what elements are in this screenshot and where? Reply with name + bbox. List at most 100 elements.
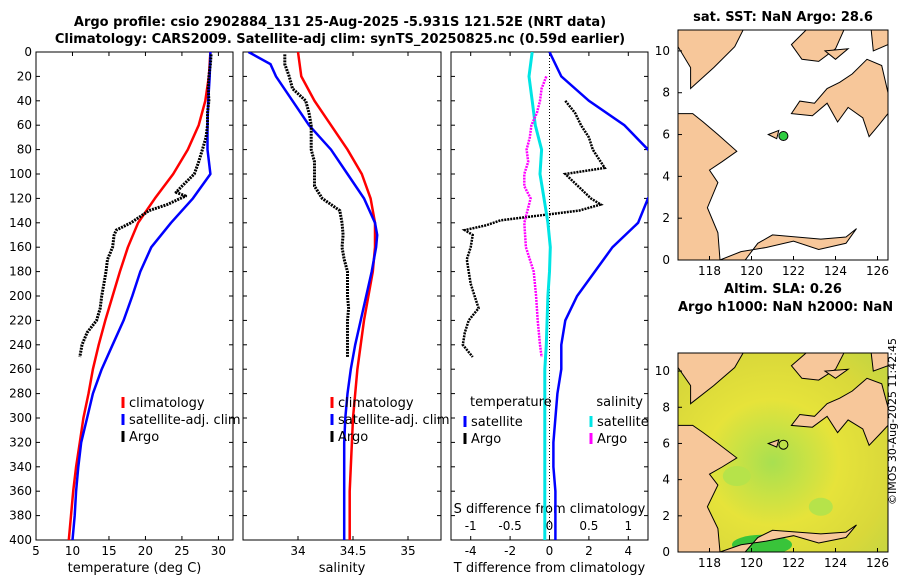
sst-xtick-label: 124 (824, 264, 847, 278)
diff-top-tick-label: -0.5 (498, 519, 521, 533)
sst-argo-marker (778, 131, 789, 142)
sal-series-group (247, 52, 379, 540)
diff-legend-right-title: salinity (596, 395, 643, 410)
temp-ytick-label: 40 (17, 94, 32, 108)
alt-sla-patch (722, 466, 751, 487)
diff-series-t-satellite (548, 52, 648, 540)
sst-land-palawan (678, 30, 744, 90)
alt-ytick-label: 0 (662, 545, 670, 559)
diff-xtick-label: 0 (546, 544, 554, 558)
temp-xtick-label: 15 (101, 544, 116, 558)
diff-series-s-argo (523, 75, 548, 358)
sal-xlabel: salinity (319, 561, 366, 576)
sst-land-visayas (790, 30, 845, 62)
diff-xtick-label: -4 (465, 544, 477, 558)
sal-series-argo (283, 54, 351, 357)
figure-title-line1: Argo profile: csio 2902884_131 25-Aug-20… (73, 15, 607, 30)
temp-legend-label: climatology (129, 396, 205, 411)
temp-xtick-label: 25 (174, 544, 189, 558)
alt-axes-frame (677, 352, 889, 553)
diff-xtick-label: 4 (624, 544, 632, 558)
temp-ytick-label: 300 (9, 411, 32, 425)
sst-xtick-label: 118 (698, 264, 721, 278)
alt-xtick-label: 118 (698, 556, 721, 570)
alt-ytick-label: 4 (662, 473, 670, 487)
sst-land-bohol (823, 48, 850, 60)
temp-ytick-label: 140 (9, 216, 32, 230)
alt-argo-marker (778, 439, 789, 450)
sst-xtick-label: 126 (866, 264, 889, 278)
diff-series-s-satellite (527, 52, 552, 540)
alt-sla-patch (808, 497, 833, 516)
sst-map-title: sat. SST: NaN Argo: 28.6 (693, 10, 873, 25)
alt-land-mindanao (790, 377, 888, 447)
alt-land-borneo (678, 353, 738, 552)
alt-xtick-label: 126 (866, 556, 889, 570)
sst-land-sulawesi (719, 228, 857, 260)
sst-ytick-label: 6 (662, 128, 670, 142)
sal-legend-label: Argo (338, 430, 368, 445)
alt-xtick-label: 122 (782, 556, 805, 570)
temp-ytick-label: 280 (9, 387, 32, 401)
temp-legend-label: Argo (129, 430, 159, 445)
temp-ytick-label: 180 (9, 265, 32, 279)
alt-land-sulawesi (719, 524, 857, 552)
temp-axes-frame (35, 51, 234, 541)
temp-ytick-label: 360 (9, 484, 32, 498)
temp-ytick-label: 220 (9, 313, 32, 327)
diff-xtick-label: 2 (585, 544, 593, 558)
altim-map-title-1: Altim. SLA: 0.26 (724, 282, 842, 297)
alt-ytick-label: 10 (655, 364, 670, 378)
temp-xtick-label: 10 (65, 544, 80, 558)
temp-ytick-label: 260 (9, 362, 32, 376)
sst-ytick-label: 4 (662, 169, 670, 183)
alt-land-bohol (823, 368, 850, 379)
sst-xtick-label: 120 (740, 264, 763, 278)
alt-map-group (678, 353, 888, 552)
sal-legend-label: climatology (338, 396, 414, 411)
sst-ytick-label: 8 (662, 86, 670, 100)
sal-axes-frame (242, 51, 442, 541)
sal-xtick-label: 34.5 (340, 544, 367, 558)
diff-legend-right-label: satellite (597, 415, 649, 430)
temp-legend-label: satellite-adj. clim (129, 413, 241, 428)
temp-xtick-label: 30 (211, 544, 226, 558)
alt-ytick-label: 6 (662, 436, 670, 450)
diff-series-t-argo (461, 100, 607, 358)
sal-xtick-label: 35 (400, 544, 415, 558)
sst-ytick-label: 2 (662, 211, 670, 225)
temp-xtick-label: 20 (138, 544, 153, 558)
diff-legend-left-title: temperature (470, 395, 552, 410)
diff-top-xlabel: S difference from climatology (454, 502, 646, 517)
temp-ytick-label: 100 (9, 167, 32, 181)
diff-top-tick-label: 1 (624, 519, 632, 533)
temp-ytick-label: 320 (9, 435, 32, 449)
alt-ytick-label: 2 (662, 509, 670, 523)
sst-ytick-label: 0 (662, 253, 670, 267)
alt-land-visayas (790, 353, 845, 381)
alt-land-samar (870, 353, 888, 372)
sst-land-jolo (767, 129, 780, 140)
diff-top-tick-label: -1 (465, 519, 477, 533)
temp-ytick-label: 0 (24, 45, 32, 59)
sst-xtick-label: 122 (782, 264, 805, 278)
diff-legend-right-label: Argo (597, 432, 627, 447)
sst-axes-frame (677, 29, 889, 261)
alt-xtick-label: 120 (740, 556, 763, 570)
temp-ytick-label: 20 (17, 69, 32, 83)
temp-ytick-label: 160 (9, 240, 32, 254)
sst-ytick-label: 10 (655, 44, 670, 58)
diff-series-group (461, 52, 648, 540)
temp-xlabel: temperature (deg C) (68, 561, 202, 576)
diff-legend-left-label: satellite (471, 415, 523, 430)
diff-xlabel: T difference from climatology (453, 561, 646, 576)
temp-ytick-label: 200 (9, 289, 32, 303)
alt-xtick-label: 124 (824, 556, 847, 570)
alt-land-jolo (766, 439, 780, 448)
sal-legend-label: satellite-adj. clim (338, 413, 450, 428)
sst-land-samar (870, 30, 888, 52)
sal-xtick-label: 34 (290, 544, 305, 558)
alt-ytick-label: 8 (662, 400, 670, 414)
altim-map-title-2: Argo h1000: NaN h2000: NaN (678, 300, 894, 315)
temp-ytick-label: 120 (9, 191, 32, 205)
